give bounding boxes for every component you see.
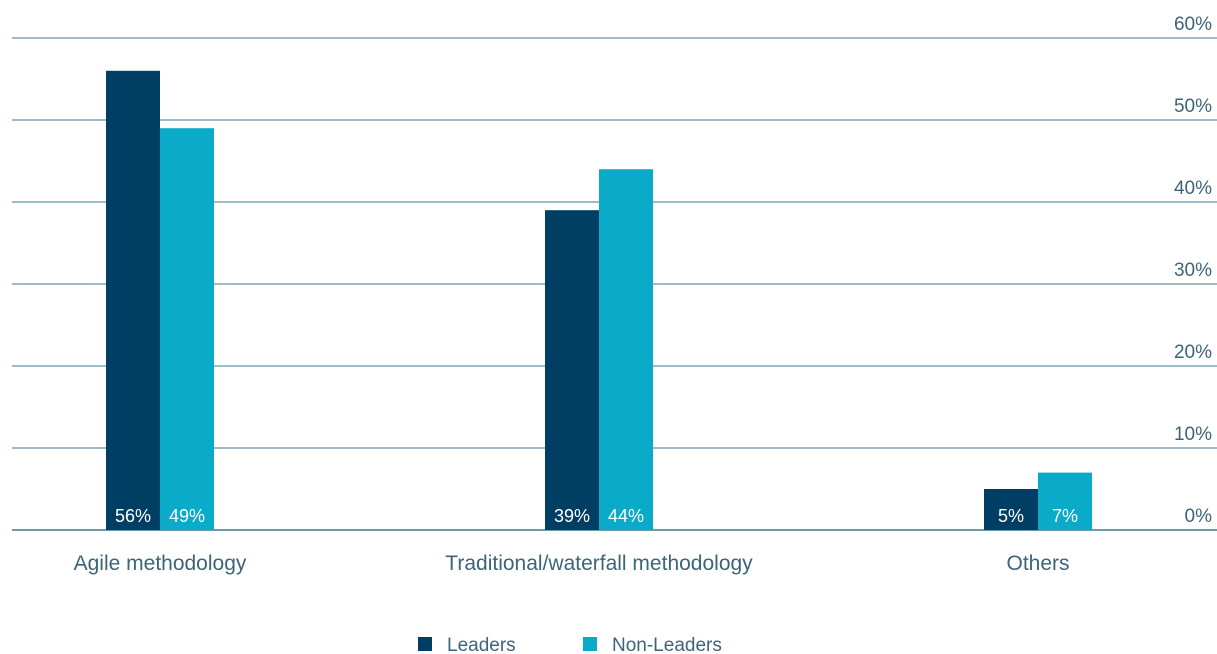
legend-swatch-non-leaders	[583, 637, 597, 651]
legend-label: Non-Leaders	[612, 635, 722, 654]
bar-value-label: 49%	[169, 506, 205, 526]
bars	[106, 70, 1092, 531]
y-axis-ticks: 0% 10% 20% 30% 40% 50% 60%	[1174, 14, 1212, 527]
y-tick-label: 60%	[1174, 14, 1212, 35]
y-tick-label: 40%	[1174, 178, 1212, 199]
bar-non-leaders-1	[599, 169, 653, 530]
bar-value-labels: 56% 49% 39% 44% 5% 7%	[115, 506, 1078, 526]
legend-swatch-leaders	[418, 637, 432, 651]
y-tick-label: 20%	[1174, 342, 1212, 363]
bar-leaders-2	[984, 489, 1038, 530]
category-label: Others	[1006, 552, 1069, 575]
bar-non-leaders-0	[160, 128, 214, 530]
y-tick-label: 50%	[1174, 96, 1212, 117]
legend: Leaders Non-Leaders	[418, 635, 722, 654]
bar-value-label: 44%	[608, 506, 644, 526]
category-labels: Agile methodology Traditional/waterfall m…	[74, 552, 1070, 575]
bar-value-label: 7%	[1052, 506, 1078, 526]
y-tick-label: 30%	[1174, 260, 1212, 281]
bar-value-label: 5%	[998, 506, 1024, 526]
bar-non-leaders-2	[1038, 472, 1092, 530]
category-label: Traditional/waterfall methodology	[445, 552, 753, 575]
bar-leaders-0	[106, 70, 160, 531]
bar-leaders-1	[545, 210, 599, 530]
y-tick-label: 0%	[1185, 506, 1213, 527]
legend-label: Leaders	[447, 635, 516, 654]
bar-value-label: 39%	[554, 506, 590, 526]
bar-value-label: 56%	[115, 506, 151, 526]
y-tick-label: 10%	[1174, 424, 1212, 445]
category-label: Agile methodology	[74, 552, 247, 575]
